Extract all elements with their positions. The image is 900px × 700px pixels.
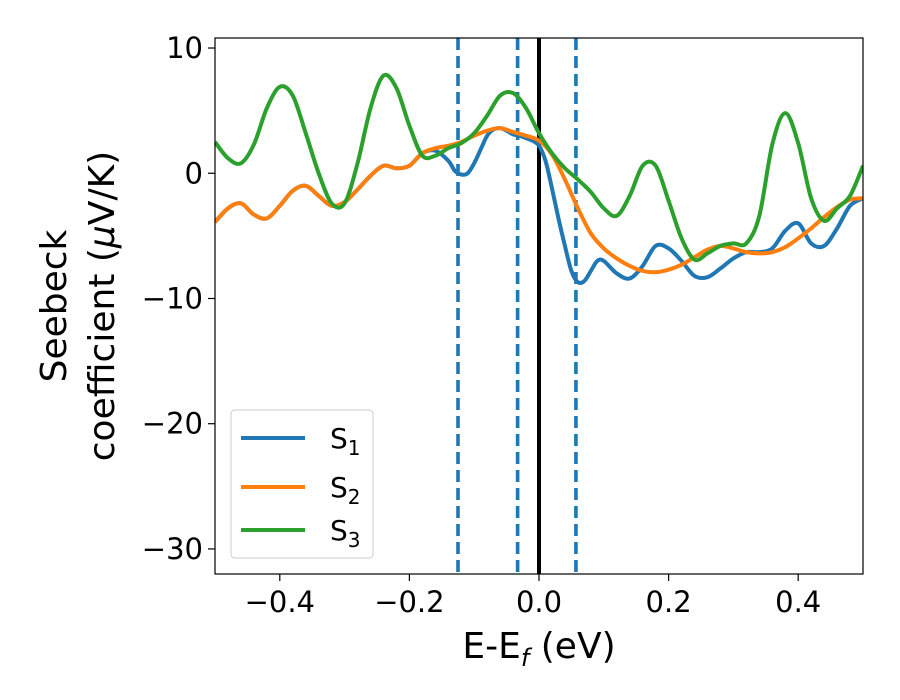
y-axis-label-mu: μ bbox=[82, 225, 123, 249]
x-axis-ticks: −0.4 −0.2 0.0 0.2 0.4 bbox=[245, 574, 821, 619]
y-axis-label-post: V/K) bbox=[82, 151, 123, 225]
vertical-lines bbox=[456, 38, 578, 574]
x-tick-label: 0.4 bbox=[775, 585, 821, 619]
y-tick-label: 10 bbox=[166, 31, 203, 65]
y-axis-label-pre: coefficient ( bbox=[82, 248, 123, 461]
x-axis-label-main: E-E bbox=[462, 626, 520, 667]
x-tick-label: −0.2 bbox=[374, 585, 444, 619]
x-tick-label: −0.4 bbox=[245, 585, 315, 619]
y-tick-label: 0 bbox=[185, 156, 203, 190]
data-series bbox=[215, 72, 863, 286]
x-axis-label: E-Ef (eV) bbox=[462, 626, 615, 672]
legend-label-s2: S2 bbox=[330, 471, 361, 509]
y-tick-label: −20 bbox=[142, 407, 203, 441]
legend-box bbox=[230, 409, 374, 559]
x-tick-label: 0.2 bbox=[646, 585, 692, 619]
series-line-s3 bbox=[215, 72, 863, 263]
y-axis-ticks: 10 0 −10 −20 −30 bbox=[142, 31, 215, 566]
y-axis-label-line1: Seebeck bbox=[34, 229, 75, 382]
legend: S1 S2 S3 bbox=[230, 409, 374, 559]
legend-label-s1: S1 bbox=[330, 422, 361, 460]
series-line-s2 bbox=[215, 126, 863, 275]
y-tick-label: −10 bbox=[142, 281, 203, 315]
x-tick-label: 0.0 bbox=[516, 585, 562, 619]
y-axis-label-line2: coefficient (μV/K) bbox=[82, 151, 123, 461]
legend-label-s3: S3 bbox=[330, 514, 361, 552]
x-axis-label-unit: (eV) bbox=[529, 626, 615, 667]
y-tick-label: −30 bbox=[142, 532, 203, 566]
